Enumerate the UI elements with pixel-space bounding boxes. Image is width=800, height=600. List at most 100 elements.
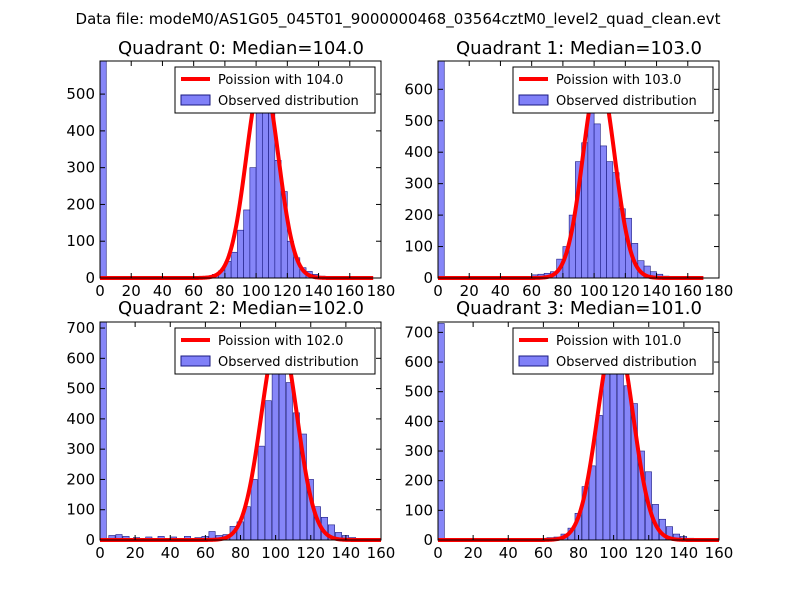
legend-bar-label: Observed distribution xyxy=(556,94,697,109)
x-tick-label: 0 xyxy=(433,282,443,300)
panel-title: Quadrant 3: Median=101.0 xyxy=(456,298,702,319)
histogram-bar xyxy=(237,229,244,279)
legend-bar-swatch xyxy=(518,355,549,367)
x-tick-label: 20 xyxy=(126,544,145,562)
histogram-bar xyxy=(250,479,258,541)
x-tick-label: 180 xyxy=(367,282,396,300)
legend-bar-label: Observed distribution xyxy=(218,94,359,109)
legend-bar-swatch xyxy=(518,94,549,106)
axes-frame xyxy=(437,60,720,279)
histogram-bar xyxy=(271,367,279,541)
y-tick-label: 0 xyxy=(423,269,433,287)
y-tick-label: 200 xyxy=(66,470,95,488)
legend: Poission with 102.0 Observed distributio… xyxy=(174,327,376,375)
x-tick-label: 100 xyxy=(261,544,290,562)
legend-bar-swatch xyxy=(180,94,211,106)
y-tick-label: 0 xyxy=(85,531,95,549)
x-tick-label: 60 xyxy=(184,282,203,300)
axis-ticks: 0 20 40 60 80 100 120 140 160 0 100 200 300 400 500 600… xyxy=(66,319,395,562)
axes-frame xyxy=(99,60,382,279)
x-tick-label: 140 xyxy=(332,544,361,562)
y-tick-label: 500 xyxy=(404,383,433,401)
histogram-bar xyxy=(249,167,257,279)
x-tick-label: 140 xyxy=(670,544,699,562)
y-tick-label: 600 xyxy=(66,349,95,367)
x-tick-label: 80 xyxy=(231,544,250,562)
histogram-bar xyxy=(600,145,607,279)
legend-bar-swatch xyxy=(180,355,211,367)
x-tick-label: 120 xyxy=(273,282,302,300)
y-tick-label: 0 xyxy=(423,531,433,549)
histogram-bar xyxy=(230,251,238,279)
histogram-bar xyxy=(437,323,445,541)
y-tick-label: 400 xyxy=(404,412,433,430)
y-tick-label: 300 xyxy=(66,159,95,177)
y-tick-label: 500 xyxy=(66,85,95,103)
axis-ticks: 0 20 40 60 80 100 120 140 160 0 100 200 300 400 500 600… xyxy=(404,322,733,562)
histogram-bar xyxy=(278,355,286,541)
y-tick-label: 700 xyxy=(404,323,433,341)
legend-bar-label: Observed distribution xyxy=(218,355,359,370)
histogram-bar xyxy=(99,321,107,541)
histogram-bar xyxy=(243,209,251,279)
y-tick-label: 200 xyxy=(404,472,433,490)
y-tick-label: 400 xyxy=(66,410,95,428)
legend-curve-label: Poission with 104.0 xyxy=(218,73,343,88)
y-tick-label: 500 xyxy=(404,112,433,130)
x-tick-label: 0 xyxy=(95,544,105,562)
legend-curve-label: Poission with 102.0 xyxy=(218,334,343,349)
figure-title: Data file: modeM0/AS1G05_045T01_90000004… xyxy=(76,10,721,29)
histogram-bar xyxy=(623,385,631,541)
y-tick-label: 600 xyxy=(404,353,433,371)
x-tick-label: 100 xyxy=(242,282,271,300)
y-tick-label: 300 xyxy=(404,442,433,460)
histogram-bar xyxy=(593,123,601,279)
x-tick-label: 20 xyxy=(464,544,483,562)
y-tick-label: 100 xyxy=(66,501,95,519)
legend-curve-label: Poission with 101.0 xyxy=(556,334,681,349)
y-tick-label: 100 xyxy=(404,238,433,256)
x-tick-label: 160 xyxy=(705,544,734,562)
x-tick-label: 0 xyxy=(95,282,105,300)
x-tick-label: 160 xyxy=(335,282,364,300)
histogram-bar xyxy=(602,361,610,541)
x-tick-label: 140 xyxy=(642,282,671,300)
x-tick-label: 120 xyxy=(296,544,325,562)
histogram-bar xyxy=(437,60,445,279)
y-tick-label: 0 xyxy=(85,269,95,287)
y-tick-label: 600 xyxy=(404,80,433,98)
y-tick-label: 200 xyxy=(404,206,433,224)
y-tick-label: 500 xyxy=(66,380,95,398)
x-tick-label: 60 xyxy=(196,544,215,562)
x-tick-label: 80 xyxy=(215,282,234,300)
x-tick-label: 0 xyxy=(433,544,443,562)
y-tick-label: 400 xyxy=(404,143,433,161)
y-tick-label: 400 xyxy=(66,122,95,140)
x-tick-label: 160 xyxy=(673,282,702,300)
y-tick-label: 100 xyxy=(66,232,95,250)
x-tick-label: 140 xyxy=(304,282,333,300)
y-tick-label: 300 xyxy=(66,440,95,458)
legend: Poission with 103.0 Observed distributio… xyxy=(512,66,714,114)
panel-quadrant-3: Quadrant 3: Median=101.0 0 20 40 60 80 100 120… xyxy=(404,298,733,562)
histogram-bar xyxy=(606,161,614,279)
x-tick-label: 60 xyxy=(522,282,541,300)
y-tick-label: 700 xyxy=(66,319,95,337)
panel-title: Quadrant 0: Median=104.0 xyxy=(118,38,364,59)
axis-ticks: 0 20 40 60 80 100 120 140 160 1800100200300400500… xyxy=(404,61,733,300)
histogram-bar xyxy=(99,60,107,279)
x-tick-label: 120 xyxy=(611,282,640,300)
x-tick-label: 160 xyxy=(367,544,396,562)
histogram-bar xyxy=(285,382,293,541)
y-tick-label: 300 xyxy=(404,175,433,193)
histogram-bar xyxy=(255,108,263,279)
panel-quadrant-1: Quadrant 1: Median=103.0 0 20 40 60 80 100 120… xyxy=(404,38,733,300)
x-tick-label: 120 xyxy=(634,544,663,562)
x-tick-label: 80 xyxy=(569,544,588,562)
x-tick-label: 100 xyxy=(580,282,609,300)
histogram-bar xyxy=(595,415,603,541)
x-tick-label: 20 xyxy=(460,282,479,300)
panel-quadrant-0: Quadrant 0: Median=104.0 0 20 40 60 80 100 120… xyxy=(66,38,395,300)
